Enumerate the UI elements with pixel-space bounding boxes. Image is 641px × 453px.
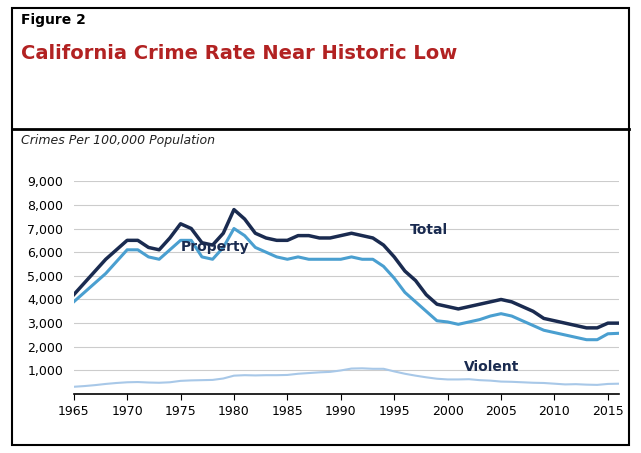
Text: Crimes Per 100,000 Population: Crimes Per 100,000 Population [21, 134, 215, 147]
Text: Figure 2: Figure 2 [21, 13, 86, 27]
Text: Total: Total [410, 223, 448, 237]
Text: Violent: Violent [463, 360, 519, 374]
Text: California Crime Rate Near Historic Low: California Crime Rate Near Historic Low [21, 44, 458, 63]
Text: Property: Property [181, 240, 249, 254]
